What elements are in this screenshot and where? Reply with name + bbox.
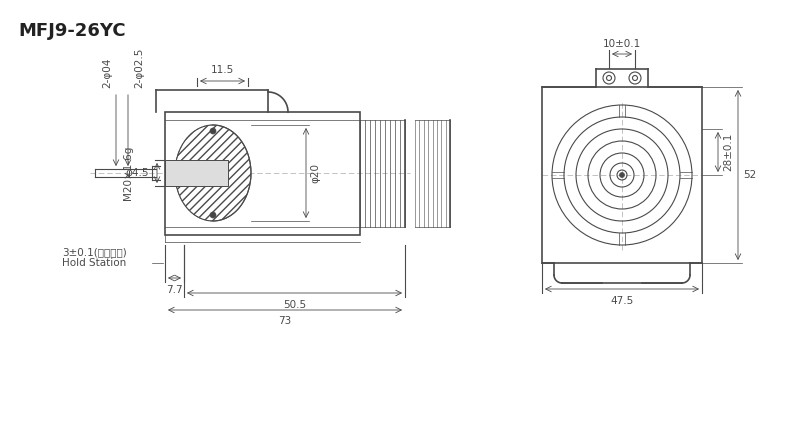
- Text: 11.5: 11.5: [210, 65, 234, 75]
- Text: M20×1-6g: M20×1-6g: [123, 146, 133, 200]
- Text: 10±0.1: 10±0.1: [603, 39, 641, 49]
- Circle shape: [210, 128, 216, 134]
- Text: 7.7: 7.7: [166, 285, 182, 295]
- Polygon shape: [165, 160, 228, 186]
- Text: 28±0.1: 28±0.1: [723, 133, 733, 171]
- Ellipse shape: [175, 125, 251, 221]
- Text: Hold Station: Hold Station: [62, 258, 126, 268]
- Text: MFJ9-26YC: MFJ9-26YC: [18, 22, 126, 40]
- Text: 52: 52: [743, 170, 756, 180]
- Text: φ4.5: φ4.5: [126, 168, 149, 178]
- Text: 2-φ04: 2-φ04: [102, 58, 112, 88]
- Text: 2-φ02.5: 2-φ02.5: [134, 48, 144, 88]
- Text: 73: 73: [278, 316, 292, 326]
- Text: 3±0.1(吸合位置): 3±0.1(吸合位置): [62, 247, 126, 257]
- Text: φ20: φ20: [310, 163, 320, 183]
- Circle shape: [210, 212, 216, 218]
- Text: 50.5: 50.5: [283, 300, 306, 310]
- Text: 47.5: 47.5: [610, 296, 634, 306]
- Circle shape: [619, 172, 625, 178]
